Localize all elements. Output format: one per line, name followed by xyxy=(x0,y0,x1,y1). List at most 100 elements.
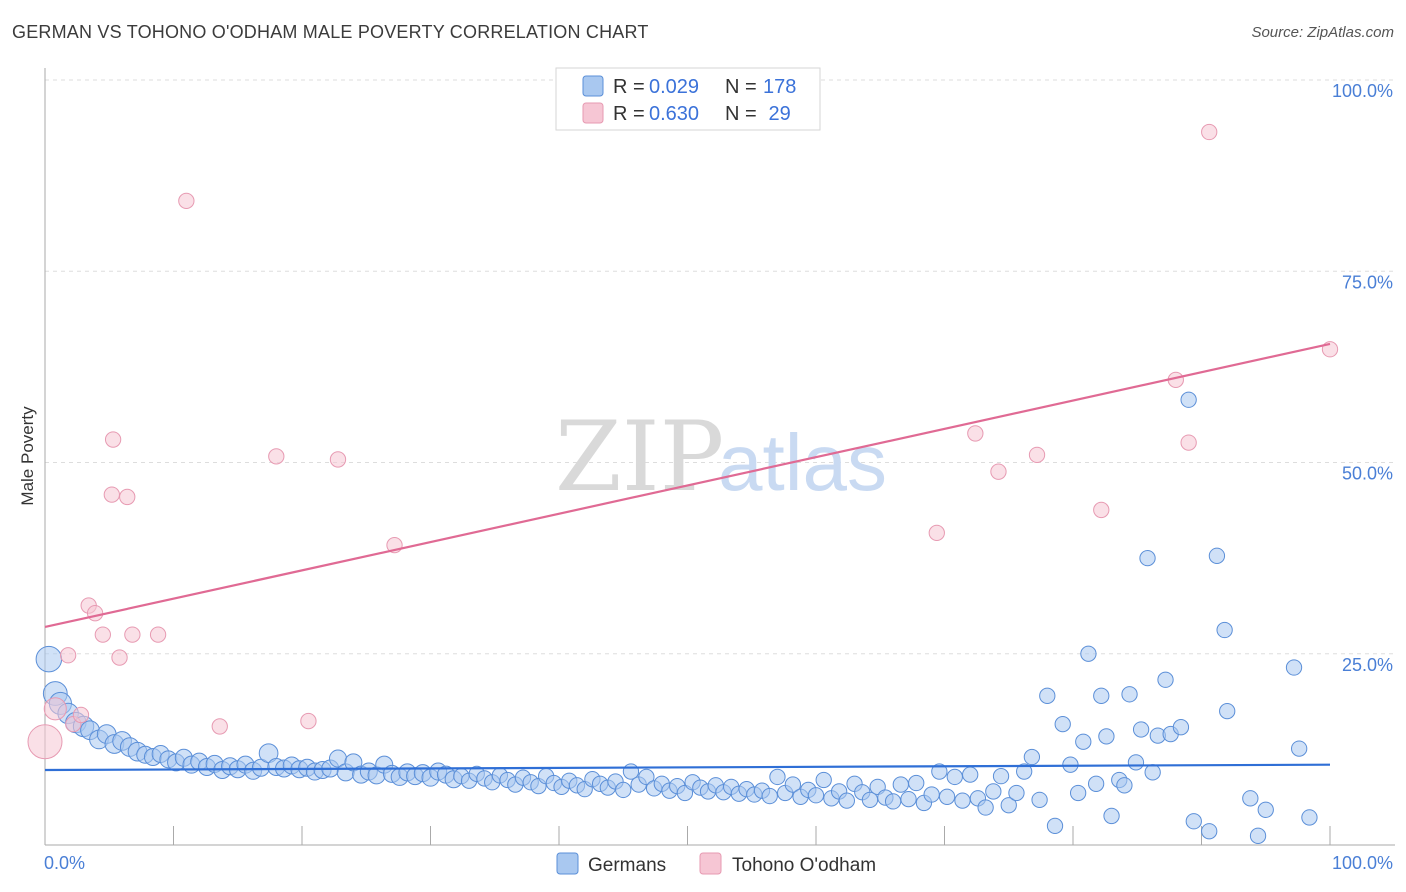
x-tick-label: 0.0% xyxy=(44,853,85,873)
point-germans xyxy=(1301,809,1318,826)
point-germans xyxy=(908,774,925,792)
point-tohono-oodham xyxy=(928,524,945,542)
legend-r-label: R = xyxy=(613,103,645,125)
point-germans xyxy=(1080,645,1097,662)
point-tohono-oodham xyxy=(300,712,317,730)
point-germans xyxy=(1249,827,1267,844)
series-tohono-oodham xyxy=(27,123,1339,760)
legend-r-label: R = xyxy=(613,76,645,98)
bottom-legend-swatch-tohono xyxy=(699,852,722,875)
point-germans xyxy=(1054,715,1071,733)
legend-n-value: 178 xyxy=(763,76,796,98)
point-germans xyxy=(923,786,940,803)
watermark-atlas: atlas xyxy=(718,418,887,507)
point-germans xyxy=(35,645,63,673)
x-ticks: 0.0% 100.0% xyxy=(44,826,1393,873)
point-tohono-oodham xyxy=(1180,434,1197,451)
point-germans xyxy=(985,783,1002,800)
point-germans xyxy=(1008,784,1025,802)
point-germans xyxy=(761,787,778,805)
point-tohono-oodham xyxy=(1028,446,1046,464)
point-germans xyxy=(1144,764,1161,781)
point-germans xyxy=(1016,763,1033,780)
point-germans xyxy=(1000,797,1017,814)
y-axis-label: Male Poverty xyxy=(18,406,37,506)
point-tohono-oodham xyxy=(211,718,228,735)
trend-lines xyxy=(44,342,1331,772)
point-germans xyxy=(769,768,786,786)
bottom-legend-label-germans: Germans xyxy=(588,855,666,876)
point-germans xyxy=(1046,817,1064,835)
point-germans xyxy=(931,763,948,780)
point-germans xyxy=(892,776,909,793)
point-germans xyxy=(938,788,956,805)
y-tick-labels: 25.0% 50.0% 75.0% 100.0% xyxy=(1332,81,1393,675)
point-tohono-oodham xyxy=(329,451,347,468)
point-germans xyxy=(1127,754,1145,771)
trend-line-tohono-oodham xyxy=(44,342,1331,629)
point-germans xyxy=(1087,775,1105,792)
point-germans xyxy=(1031,791,1048,809)
point-germans xyxy=(615,781,632,799)
point-tohono-oodham xyxy=(111,649,128,666)
watermark-zip: ZIP xyxy=(555,401,724,513)
point-germans xyxy=(1201,823,1218,840)
point-germans xyxy=(784,776,802,793)
point-germans xyxy=(962,766,979,783)
point-germans xyxy=(1208,547,1226,564)
point-tohono-oodham xyxy=(967,425,984,442)
bottom-legend-swatch-germans xyxy=(556,852,579,875)
point-tohono-oodham xyxy=(268,448,285,465)
legend-r-value: 0.630 xyxy=(649,103,699,125)
y-tick-label: 25.0% xyxy=(1342,655,1393,675)
legend-r-value: 0.029 xyxy=(649,76,699,98)
legend-swatch-germans xyxy=(582,75,604,97)
point-germans xyxy=(638,768,655,786)
point-germans xyxy=(1093,687,1110,704)
legend-swatch-tohono xyxy=(582,102,604,124)
point-germans xyxy=(1172,719,1190,736)
grid xyxy=(45,79,1395,655)
point-germans xyxy=(954,792,971,809)
x-tick-label: 100.0% xyxy=(1332,853,1393,873)
point-tohono-oodham xyxy=(59,647,77,664)
point-germans xyxy=(1185,813,1202,830)
point-tohono-oodham xyxy=(72,706,90,724)
point-germans xyxy=(992,768,1010,785)
point-tohono-oodham xyxy=(1201,123,1218,141)
point-germans xyxy=(1075,733,1092,750)
point-germans xyxy=(884,793,902,810)
point-tohono-oodham xyxy=(103,486,120,503)
legend-n-label: N = xyxy=(725,103,757,125)
point-tohono-oodham xyxy=(27,724,63,760)
point-germans xyxy=(1121,686,1138,703)
bottom-legend: Germans Tohono O'odham xyxy=(556,852,876,876)
point-germans xyxy=(1157,671,1174,688)
point-germans xyxy=(977,799,994,816)
point-tohono-oodham xyxy=(43,697,67,721)
point-germans xyxy=(946,768,963,786)
point-germans xyxy=(815,771,832,789)
source-label: Source: ZipAtlas.com xyxy=(1251,24,1394,41)
point-germans xyxy=(1069,784,1087,802)
point-tohono-oodham xyxy=(104,431,122,448)
point-tohono-oodham xyxy=(149,626,167,643)
point-germans xyxy=(1242,790,1259,807)
bottom-legend-label-tohono: Tohono O'odham xyxy=(732,855,876,876)
point-tohono-oodham xyxy=(1093,501,1110,519)
point-germans xyxy=(1098,728,1115,745)
y-tick-label: 100.0% xyxy=(1332,81,1393,101)
point-tohono-oodham xyxy=(86,605,104,622)
point-tohono-oodham xyxy=(119,488,136,506)
point-germans xyxy=(1257,801,1274,818)
watermark: ZIP atlas xyxy=(555,401,887,513)
y-tick-label: 75.0% xyxy=(1342,272,1393,292)
point-germans xyxy=(1285,659,1303,676)
axes xyxy=(44,68,1395,846)
point-germans xyxy=(1216,621,1233,639)
chart-title: GERMAN VS TOHONO O'ODHAM MALE POVERTY CO… xyxy=(12,22,649,42)
point-tohono-oodham xyxy=(94,626,111,643)
point-germans xyxy=(1116,777,1133,794)
point-germans xyxy=(1103,807,1120,825)
